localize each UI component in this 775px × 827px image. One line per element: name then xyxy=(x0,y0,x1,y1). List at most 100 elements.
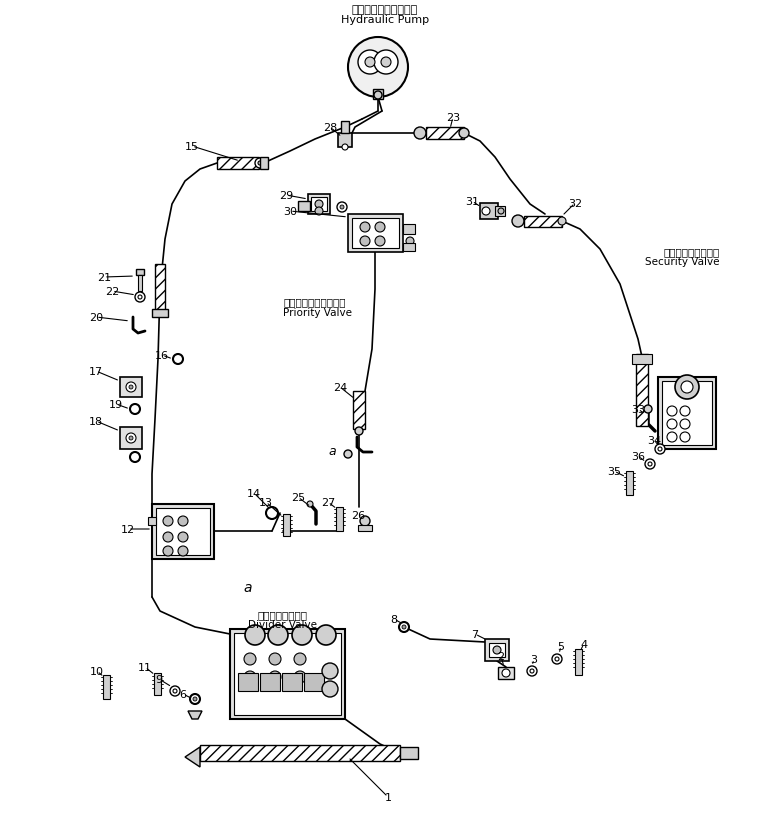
Bar xyxy=(480,203,498,220)
Text: 36: 36 xyxy=(631,452,645,461)
Text: 34: 34 xyxy=(647,436,661,446)
Text: 35: 35 xyxy=(607,466,621,476)
Bar xyxy=(156,509,210,555)
Circle shape xyxy=(315,208,323,216)
Circle shape xyxy=(340,206,344,210)
Text: 9: 9 xyxy=(156,674,163,684)
Circle shape xyxy=(266,508,278,519)
Text: 33: 33 xyxy=(631,404,645,414)
Bar xyxy=(373,90,383,100)
Bar xyxy=(234,633,341,715)
Bar xyxy=(626,471,633,495)
Circle shape xyxy=(375,237,385,246)
Circle shape xyxy=(680,419,690,429)
Circle shape xyxy=(126,433,136,443)
Text: 14: 14 xyxy=(247,489,261,499)
Circle shape xyxy=(269,653,281,665)
Text: 22: 22 xyxy=(105,287,119,297)
Bar xyxy=(282,673,302,691)
Bar xyxy=(308,195,330,215)
Text: a: a xyxy=(244,581,252,595)
Circle shape xyxy=(374,51,398,75)
Circle shape xyxy=(648,462,652,466)
Circle shape xyxy=(322,663,338,679)
Text: 20: 20 xyxy=(89,313,103,323)
Bar xyxy=(260,673,280,691)
Circle shape xyxy=(163,547,173,557)
Bar xyxy=(636,355,648,427)
Bar xyxy=(260,158,268,170)
Circle shape xyxy=(292,625,312,645)
Polygon shape xyxy=(188,711,202,719)
Text: Hydraulic Pump: Hydraulic Pump xyxy=(341,15,429,25)
Circle shape xyxy=(667,419,677,429)
Circle shape xyxy=(337,203,347,213)
Text: 15: 15 xyxy=(185,141,199,152)
Text: 1: 1 xyxy=(384,792,391,802)
Circle shape xyxy=(365,58,375,68)
Circle shape xyxy=(658,447,662,452)
Circle shape xyxy=(414,128,426,140)
Circle shape xyxy=(170,686,180,696)
Text: Security Valve: Security Valve xyxy=(646,256,720,266)
Circle shape xyxy=(129,437,133,441)
Circle shape xyxy=(406,237,414,246)
Circle shape xyxy=(655,444,665,455)
Circle shape xyxy=(130,404,140,414)
Bar xyxy=(498,667,514,679)
Bar xyxy=(658,378,716,449)
Bar xyxy=(138,275,142,292)
Bar xyxy=(217,158,259,170)
Text: セキュリティバルブ: セキュリティバルブ xyxy=(663,246,720,256)
Text: 21: 21 xyxy=(97,273,111,283)
Circle shape xyxy=(459,129,469,139)
Circle shape xyxy=(163,516,173,526)
Text: 11: 11 xyxy=(138,662,152,672)
Text: 29: 29 xyxy=(279,191,293,201)
Text: 13: 13 xyxy=(259,497,273,508)
Bar xyxy=(524,217,562,227)
Text: 18: 18 xyxy=(89,417,103,427)
Bar xyxy=(403,225,415,235)
Circle shape xyxy=(129,385,133,390)
Text: 3: 3 xyxy=(531,654,538,664)
Bar xyxy=(120,378,142,398)
Bar xyxy=(575,649,582,675)
Bar xyxy=(230,629,345,719)
Text: ディバイダバルブ: ディバイダバルブ xyxy=(258,609,308,619)
Circle shape xyxy=(530,669,534,673)
Text: ハイドロリックポンプ: ハイドロリックポンプ xyxy=(352,5,419,15)
Circle shape xyxy=(355,428,363,436)
Circle shape xyxy=(552,654,562,664)
Circle shape xyxy=(644,405,652,414)
Bar xyxy=(353,391,365,429)
Bar xyxy=(495,207,505,217)
Text: 17: 17 xyxy=(89,366,103,376)
Text: 16: 16 xyxy=(155,351,169,361)
Circle shape xyxy=(244,653,256,665)
Bar xyxy=(304,673,324,691)
Bar xyxy=(311,198,327,212)
Bar xyxy=(152,309,168,318)
Text: 19: 19 xyxy=(109,399,123,409)
Text: 26: 26 xyxy=(351,510,365,520)
Bar xyxy=(338,134,352,148)
Circle shape xyxy=(512,216,524,227)
Text: 4: 4 xyxy=(580,639,587,649)
Circle shape xyxy=(402,625,406,629)
Circle shape xyxy=(244,672,256,683)
Bar xyxy=(403,244,415,251)
Circle shape xyxy=(258,162,262,165)
Bar xyxy=(336,508,343,532)
Text: Priority Valve: Priority Valve xyxy=(283,308,352,318)
Circle shape xyxy=(358,51,382,75)
Circle shape xyxy=(342,145,348,151)
Bar xyxy=(103,675,110,699)
Circle shape xyxy=(681,381,693,394)
Bar xyxy=(238,673,258,691)
Circle shape xyxy=(482,208,490,216)
Circle shape xyxy=(315,201,323,208)
Bar xyxy=(348,215,403,253)
Circle shape xyxy=(190,694,200,704)
Bar xyxy=(120,428,142,449)
